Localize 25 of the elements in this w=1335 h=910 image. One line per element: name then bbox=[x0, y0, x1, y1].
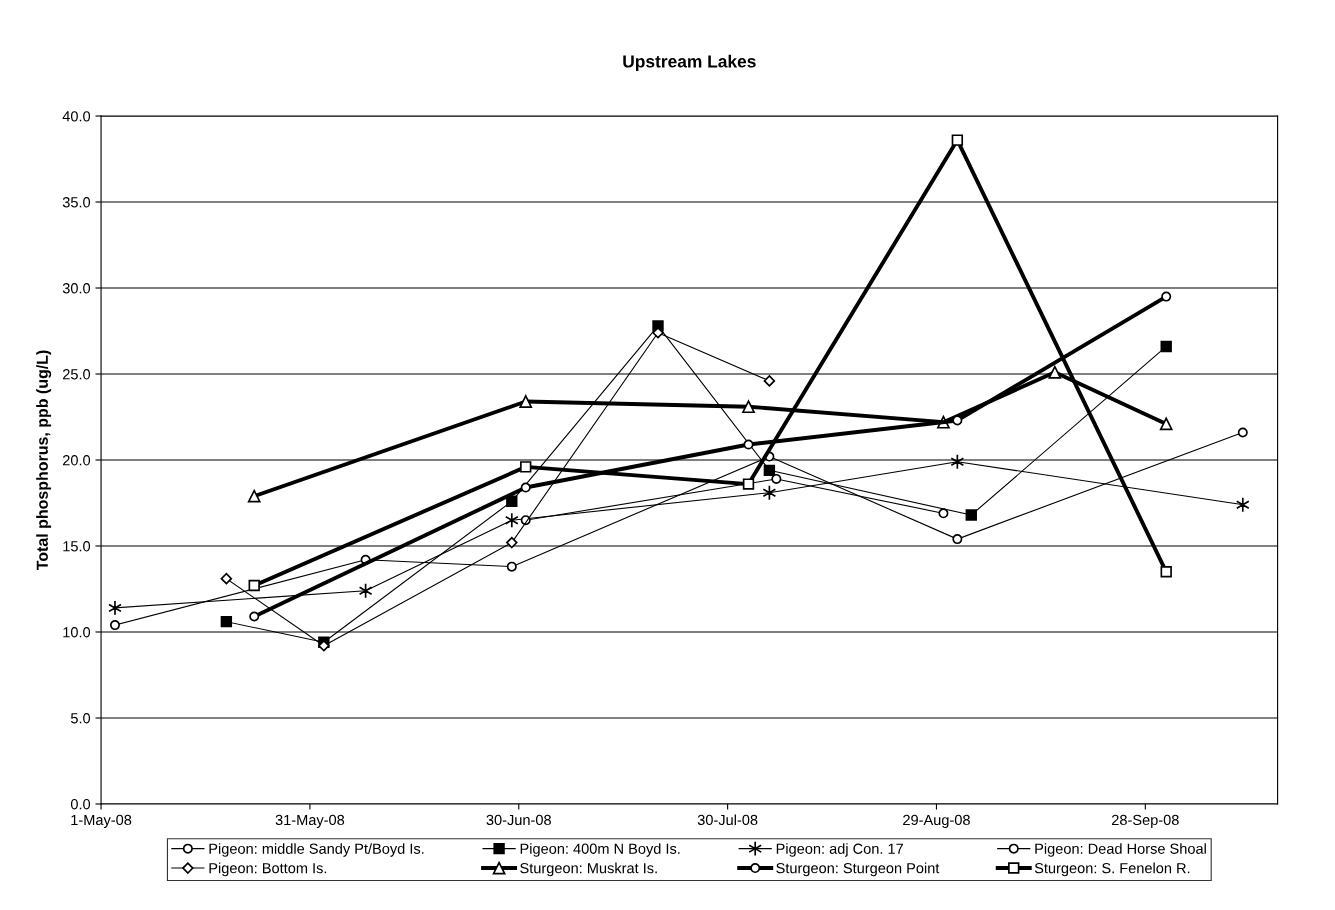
legend-label: Pigeon: Dead Horse Shoal bbox=[1035, 843, 1206, 857]
y-tick-label: 20.0 bbox=[63, 455, 91, 466]
x-tick-label: 1-May-08 bbox=[71, 814, 132, 828]
y-tick-label: 40.0 bbox=[62, 111, 91, 122]
y-tick-label: 0.0 bbox=[70, 799, 91, 810]
legend-label: Sturgeon: S. Fenelon R. bbox=[1034, 862, 1190, 877]
legend-label: Pigeon: middle Sandy Pt/Boyd Is. bbox=[209, 843, 424, 857]
legend-label: Pigeon: adj Con. 17 bbox=[776, 843, 903, 857]
y-tick-label: 35.0 bbox=[62, 197, 91, 208]
y-tick-label: 30.0 bbox=[62, 283, 91, 294]
x-tick-label: 30-Jul-08 bbox=[697, 814, 758, 826]
legend-label: Pigeon: 400m N Boyd Is. bbox=[520, 843, 680, 857]
chart-title: Upstream Lakes bbox=[623, 54, 756, 72]
legend-label: Sturgeon: Muskrat Is. bbox=[520, 862, 657, 877]
legend-label: Sturgeon: Sturgeon Point bbox=[776, 862, 940, 877]
y-tick-label: 25.0 bbox=[63, 369, 91, 380]
y-tick-label: 10.0 bbox=[63, 627, 91, 638]
y-axis-title: Total phosphorus, ppb (ug/L) bbox=[36, 350, 52, 571]
x-tick-label: 31-May-08 bbox=[275, 814, 345, 828]
legend-label: Pigeon: Bottom Is. bbox=[209, 862, 327, 877]
y-tick-label: 15.0 bbox=[63, 541, 91, 552]
x-tick-label: 28-Sep-08 bbox=[1112, 814, 1179, 828]
y-tick-label: 5.0 bbox=[70, 713, 91, 724]
x-tick-label: 29-Aug-08 bbox=[903, 814, 970, 828]
x-tick-label: 30-Jun-08 bbox=[486, 814, 551, 826]
